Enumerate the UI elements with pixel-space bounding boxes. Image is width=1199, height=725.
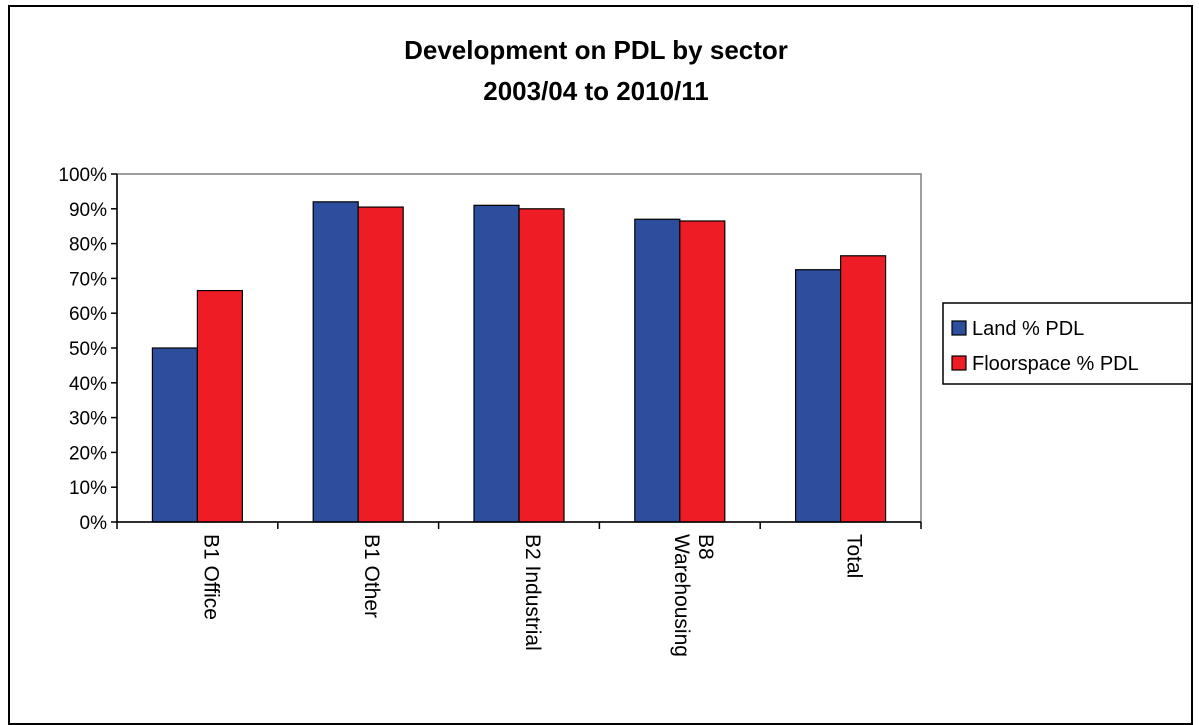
chart-title-line-2: 2003/04 to 2010/11 xyxy=(483,76,709,106)
y-tick-label: 20% xyxy=(69,443,107,464)
y-tick-label: 50% xyxy=(69,339,107,360)
x-category-label: B2 Industrial xyxy=(521,534,544,651)
x-category-label: B8 xyxy=(694,534,717,560)
legend-swatch xyxy=(951,355,967,371)
bar-group xyxy=(151,201,887,523)
legend-swatch xyxy=(951,320,967,336)
y-tick-label: 70% xyxy=(69,269,107,290)
x-category-label: B1 Other xyxy=(360,534,383,618)
bar-land-pdl-0 xyxy=(151,347,198,523)
bar-floorspace-pdl-4 xyxy=(839,255,887,523)
legend: Land % PDL Floorspace % PDL xyxy=(942,302,1193,385)
legend-label: Land % PDL xyxy=(972,318,1084,340)
y-tick-label: 10% xyxy=(69,478,107,499)
x-axis-ticks: B1 Office B1 Other B2 Industrial B8Warehous… xyxy=(116,522,922,657)
bar-floorspace-pdl-2 xyxy=(518,208,565,523)
bar-land-pdl-3 xyxy=(634,218,681,523)
legend-box xyxy=(942,302,1193,385)
bar-land-pdl-2 xyxy=(473,204,520,523)
y-tick-label: 90% xyxy=(69,200,107,221)
y-tick-label: 40% xyxy=(69,374,107,395)
bar-floorspace-pdl-0 xyxy=(196,289,243,523)
bar-land-pdl-4 xyxy=(794,269,842,523)
y-tick-label: 30% xyxy=(69,409,107,430)
y-tick-label: 100% xyxy=(58,165,107,186)
chart-title-line-1: Development on PDL by sector xyxy=(404,35,788,65)
bar-floorspace-pdl-3 xyxy=(679,220,726,523)
y-tick-label: 80% xyxy=(69,235,107,256)
x-category-label: B1 Office xyxy=(199,534,222,620)
bar-land-pdl-1 xyxy=(312,201,359,523)
chart-title: Development on PDL by sector 2003/04 to … xyxy=(404,35,788,106)
bar-floorspace-pdl-1 xyxy=(357,206,404,523)
y-tick-label: 60% xyxy=(69,304,107,325)
legend-label: Floorspace % PDL xyxy=(972,353,1139,375)
x-category-label: Total xyxy=(843,534,866,578)
x-category-label: Warehousing xyxy=(670,534,693,657)
y-tick-label: 0% xyxy=(80,513,108,534)
y-axis-ticks: 0% 10% 20% 30% 40% 50% 60% 70% 80% 90% 100% xyxy=(58,165,117,534)
